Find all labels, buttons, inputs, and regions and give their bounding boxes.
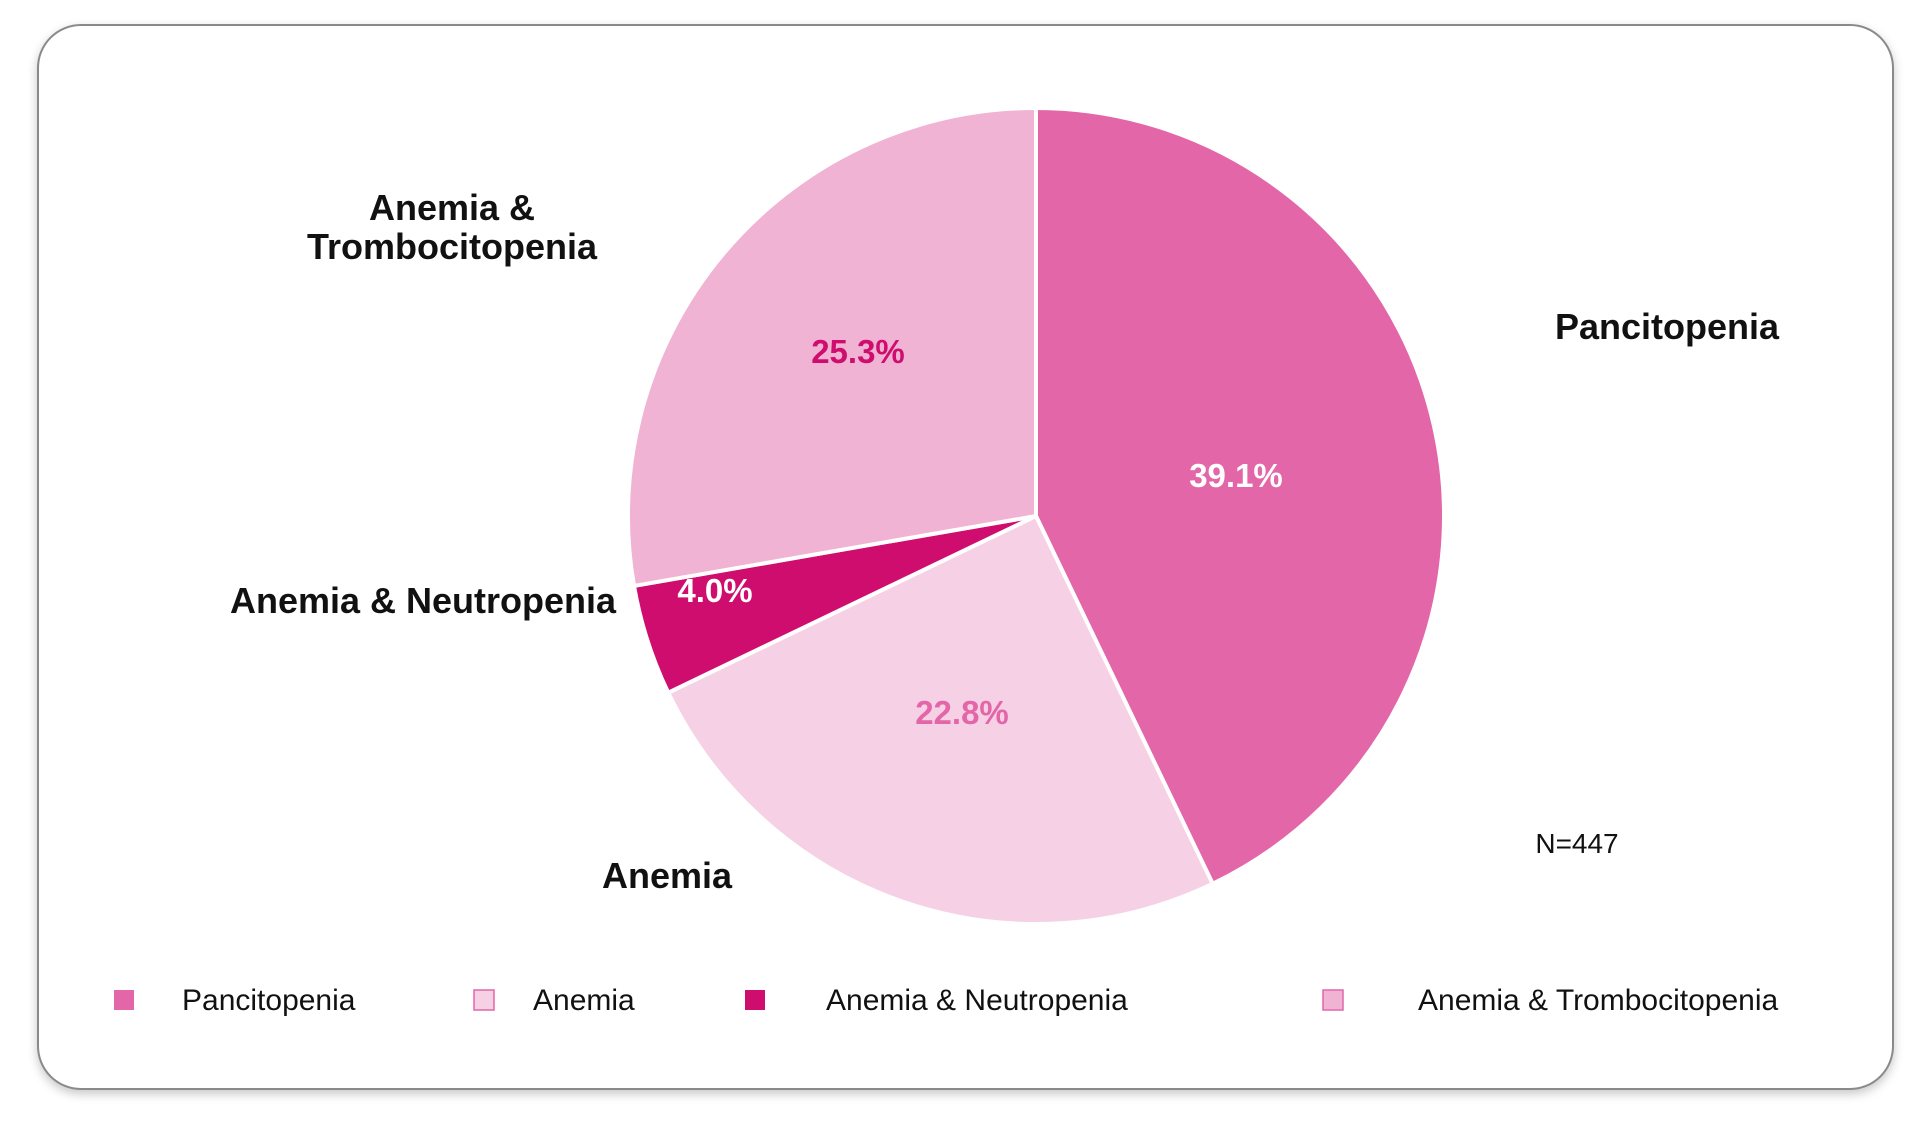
legend-label-pancitopenia: Pancitopenia [182, 984, 356, 1017]
legend-swatch-anemia [473, 989, 495, 1011]
legend-swatch-anemia-and-trombocitopenia [1322, 989, 1344, 1011]
pie-slice-anemia [666, 514, 1215, 926]
pie-slices [626, 106, 1446, 926]
callout-anemia-and-trombocitopenia: Anemia & Trombocitopenia [307, 187, 598, 267]
pie-slice-pancitopenia [1034, 106, 1446, 886]
pct-label-anemia-and-neutropenia: 4.0% [677, 572, 752, 609]
legend-label-anemia: Anemia [533, 984, 635, 1017]
legend: Pancitopenia Anemia Anemia & Neutropenia An… [114, 984, 1779, 1017]
pct-label-anemia-and-trombocitopenia: 25.3% [811, 333, 905, 370]
percentage-labels: 39.1% 22.8% 4.0% 25.3% [677, 333, 1282, 731]
category-callouts: Pancitopenia Anemia Anemia & Neutropenia An… [230, 187, 1780, 896]
legend-swatch-anemia-and-neutropenia [745, 990, 765, 1010]
pct-label-anemia: 22.8% [915, 694, 1009, 731]
callout-anemia-and-neutropenia: Anemia & Neutropenia [230, 580, 617, 621]
callout-anemia: Anemia [602, 855, 733, 896]
sample-size-note: N=447 [1535, 828, 1618, 859]
pie-slice-anemia-and-trombocitopenia [626, 106, 1038, 588]
legend-label-anemia-and-trombocitopenia: Anemia & Trombocitopenia [1418, 984, 1779, 1017]
pct-label-pancitopenia: 39.1% [1189, 457, 1283, 494]
callout-pancitopenia: Pancitopenia [1555, 306, 1780, 347]
legend-swatch-pancitopenia [114, 990, 134, 1010]
legend-label-anemia-and-neutropenia: Anemia & Neutropenia [826, 984, 1128, 1017]
